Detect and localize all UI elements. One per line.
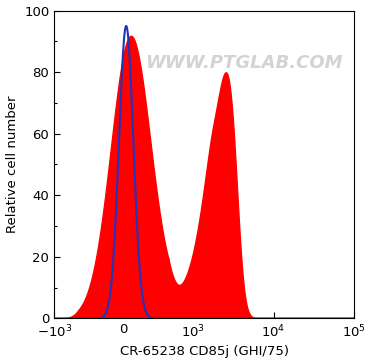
Y-axis label: Relative cell number: Relative cell number bbox=[6, 96, 19, 233]
X-axis label: CR-65238 CD85j (GHI/75): CR-65238 CD85j (GHI/75) bbox=[120, 345, 289, 359]
Text: WWW.PTGLAB.COM: WWW.PTGLAB.COM bbox=[145, 54, 342, 72]
